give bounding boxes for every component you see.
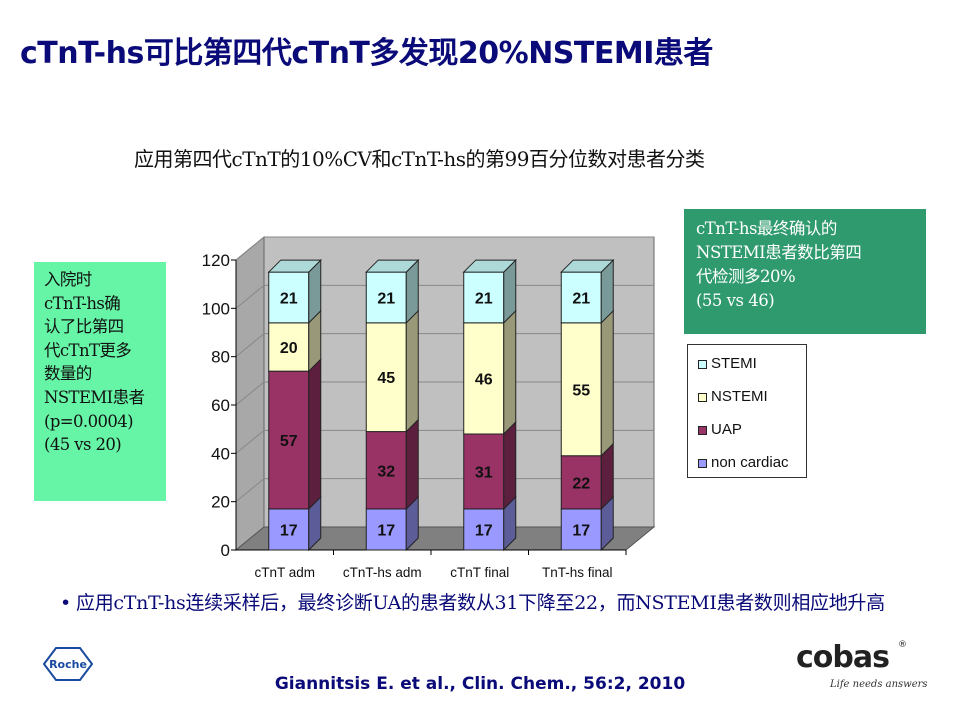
gridline-side [235,284,265,309]
data-label: 57 [280,433,298,450]
bar-segment [560,271,602,324]
legend-label: STEMI [711,355,757,372]
data-label: 31 [475,464,493,481]
gridline-side [235,478,265,503]
chart-subtitle: 应用第四代cTnT的10%CV和cTnT-hs的第99百分位数对患者分类 [134,147,705,171]
bar-segment-side [308,357,322,511]
data-label: 55 [572,382,590,399]
legend-swatch [698,459,707,468]
y-tick-label: 100 [202,299,230,318]
left-note-line: cTnT-hs确 [44,293,121,313]
data-label: 21 [572,290,590,307]
data-label: 32 [377,463,395,480]
legend-swatch [698,393,707,402]
y-tick-label: 0 [221,541,230,560]
data-label: 45 [377,370,395,387]
roche-hexagon [42,647,94,681]
data-label: 17 [475,522,493,539]
citation: Giannitsis E. et al., Clin. Chem., 56:2,… [274,674,686,694]
bar-segment [268,322,310,372]
cobas-registered-mark: ® [898,640,907,650]
right-note-line: 代检测多20% [696,267,796,286]
left-note-line: NSTEMI患者 [44,387,145,407]
slide-title: cTnT-hs可比第四代cTnT多发现20%NSTEMI患者 [20,36,713,71]
right-note-box: cTnT-hs最终确认的 NSTEMI患者数比第四 代检测多20% (55 vs… [684,209,926,334]
bar-segment-side [405,309,419,433]
left-note-line: 数量的 [44,364,92,384]
legend-label: NSTEMI [711,388,768,405]
data-label: 21 [377,290,395,307]
bar-top-face [560,259,615,273]
y-tick-label: 40 [211,444,230,463]
right-note-line: NSTEMI患者数比第四 [696,243,862,262]
bar-segment-side [405,418,419,511]
gridline-side [235,236,265,261]
bullet-point: • 应用cTnT-hs连续采样后，最终诊断UA的患者数从31下降至22，而NST… [60,590,940,617]
bar-segment-side [600,309,614,457]
data-label: 22 [572,475,590,492]
right-note-line: cTnT-hs最终确认的 [696,219,837,238]
right-note-line: (55 vs 46) [696,291,775,310]
legend-swatch [698,360,707,369]
legend-swatch [698,426,707,435]
x-category-label: TnT-hs final [542,565,613,580]
bar-top-face [267,259,322,273]
gridline-side [235,333,265,358]
bar-segment [268,271,310,324]
data-label: 21 [280,290,298,307]
left-note-line: 代cTnT更多 [44,340,132,360]
cobas-wordmark: cobas [796,640,890,675]
y-tick-label: 80 [211,348,230,367]
gridline-side [235,381,265,406]
bar-segment-side [503,420,517,511]
bar-segment [463,322,505,435]
x-category-label: cTnT final [450,565,509,580]
data-label: 17 [280,522,298,539]
bar-segment [365,508,407,551]
legend-label: non cardiac [711,454,789,471]
x-category-label: cTnT-hs adm [343,565,422,580]
data-label: 21 [475,290,493,307]
bar-top-face [462,259,517,273]
bullet-text: 应用cTnT-hs连续采样后，最终诊断UA的患者数从31下降至22，而NSTEM… [76,592,885,614]
roche-logo-text: Roche [49,658,87,671]
left-note-line: 入院时 [44,270,92,289]
cobas-logo: cobas ® Life needs answers [790,640,930,696]
gridline-side [235,429,265,454]
y-tick-label: 120 [202,251,230,270]
cobas-tagline: Life needs answers [830,679,928,690]
bar-segment [463,271,505,324]
left-note-box: 入院时 cTnT-hs确 认了比第四 代cTnT更多 数量的 NSTEMI患者 … [34,262,166,501]
legend-label: UAP [711,421,742,438]
chart-legend: STEMI NSTEMI UAP non cardiac [687,344,807,478]
left-note-line: (p=0.0004) [44,411,134,431]
left-note-line: (45 vs 20) [44,435,122,455]
bar-segment [463,508,505,551]
bar-segment [463,433,505,510]
bar-segment [268,508,310,551]
bullet-dot: • [60,592,71,614]
data-label: 46 [475,371,493,388]
data-label: 17 [572,522,590,539]
bar-top-face [365,259,420,273]
x-category-label: cTnT adm [254,565,315,580]
bar-segment [560,322,602,457]
roche-logo: Roche [42,647,94,681]
y-tick-label: 20 [211,493,230,512]
bar-segment-side [503,309,517,436]
data-label: 17 [377,522,395,539]
y-tick-label: 60 [211,396,230,415]
data-label: 20 [280,340,298,357]
left-note-line: 认了比第四 [44,317,124,337]
